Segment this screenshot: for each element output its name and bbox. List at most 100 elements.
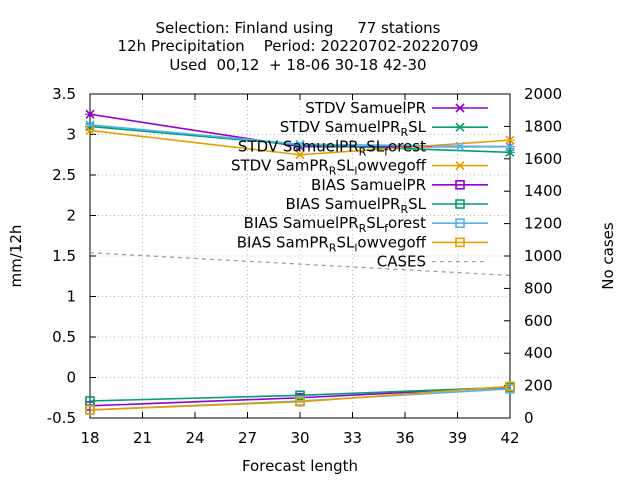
legend-label: STDV SamPRRSLlowvegoff xyxy=(231,157,427,178)
data-point xyxy=(85,405,95,415)
legend-marker xyxy=(455,199,465,209)
series-8 xyxy=(89,252,511,277)
legend-label: BIAS SamuelPR xyxy=(311,176,426,194)
data-point xyxy=(295,150,305,160)
legend-label: BIAS SamPRRSLlowvegoff xyxy=(237,233,427,254)
x-tick-label: 42 xyxy=(500,429,519,447)
series-line xyxy=(89,252,511,277)
y2-tick-label: 2000 xyxy=(524,85,562,103)
y-tick-label: 3 xyxy=(66,126,76,144)
legend-label-part: SL xyxy=(336,157,355,175)
legend-label: STDV SamuelPR xyxy=(305,99,426,117)
legend-label-part: owvegoff xyxy=(357,233,426,251)
legend-label-part: R xyxy=(400,203,408,216)
chart-title-line: Used 00,12 + 18-06 30-18 42-30 xyxy=(169,56,426,74)
legend-item: BIAS SamuelPR xyxy=(311,176,488,194)
legend-label-part: BIAS SamPR xyxy=(237,233,329,251)
y2-tick-label: 1000 xyxy=(524,247,562,265)
x-tick-label: 18 xyxy=(80,429,99,447)
y2-tick-label: 1400 xyxy=(524,182,562,200)
y-tick-label: 3.5 xyxy=(52,85,76,103)
y-tick-label: 2.5 xyxy=(52,166,76,184)
legend-label-part: STDV SamuelPR xyxy=(238,137,359,155)
x-tick-label: 33 xyxy=(343,429,362,447)
legend-item: CASES xyxy=(377,253,488,271)
legend-label-part: R xyxy=(400,126,408,139)
series-3 xyxy=(85,125,515,160)
y-axis-label: mm/12h xyxy=(7,225,25,288)
legend-label-part: BIAS SamuelPR xyxy=(244,214,359,232)
legend-item: BIAS SamuelPRRSL xyxy=(285,195,488,216)
legend-item: STDV SamuelPRRSLforest xyxy=(238,137,488,158)
legend-label-part: SL xyxy=(366,214,385,232)
legend-label-part: SL xyxy=(336,233,355,251)
y2-tick-label: 0 xyxy=(524,409,534,427)
legend-item: STDV SamuelPRRSL xyxy=(280,118,488,139)
y-tick-label: 1 xyxy=(66,288,76,306)
chart-title-line: Selection: Finland using 77 stations xyxy=(156,19,441,37)
x-tick-label: 39 xyxy=(448,429,467,447)
legend-label-part: l xyxy=(354,165,357,178)
y2-tick-label: 800 xyxy=(524,279,553,297)
legend-marker xyxy=(455,141,465,151)
y-tick-label: 0.5 xyxy=(52,328,76,346)
legend-item: STDV SamuelPR xyxy=(305,99,488,117)
legend-label-part: f xyxy=(384,145,389,158)
legend-label-part: STDV SamuelPR xyxy=(305,99,426,117)
legend-marker xyxy=(455,103,465,113)
y-tick-label: -0.5 xyxy=(47,409,76,427)
legend-label-part: R xyxy=(329,165,337,178)
legend-label-part: f xyxy=(384,222,389,235)
y2-tick-label: 1600 xyxy=(524,150,562,168)
legend-label: STDV SamuelPRRSL xyxy=(280,118,427,139)
y-tick-label: 0 xyxy=(66,369,76,387)
legend-marker xyxy=(455,161,465,171)
x-tick-label: 24 xyxy=(185,429,204,447)
series-7 xyxy=(85,381,515,415)
legend-label-part: R xyxy=(359,222,367,235)
data-point xyxy=(85,109,95,119)
x-tick-label: 36 xyxy=(395,429,414,447)
legend-label-part: l xyxy=(354,241,357,254)
data-point xyxy=(505,135,515,145)
legend-label-part: CASES xyxy=(377,253,426,271)
chart-title-line: 12h Precipitation Period: 20220702-20220… xyxy=(118,37,479,55)
legend-label-part: STDV SamPR xyxy=(231,157,329,175)
y2-tick-label: 200 xyxy=(524,377,553,395)
legend-label-part: orest xyxy=(388,137,426,155)
y-tick-label: 1.5 xyxy=(52,247,76,265)
y2-tick-label: 1800 xyxy=(524,117,562,135)
legend-item: STDV SamPRRSLlowvegoff xyxy=(231,157,488,178)
legend-label: BIAS SamuelPRRSLforest xyxy=(244,214,426,235)
y-tick-label: 2 xyxy=(66,207,76,225)
data-point xyxy=(505,142,515,152)
y2-tick-label: 400 xyxy=(524,344,553,362)
y2-tick-label: 600 xyxy=(524,312,553,330)
data-point xyxy=(295,139,305,149)
x-axis-label: Forecast length xyxy=(242,457,358,475)
legend-label-part: BIAS SamuelPR xyxy=(311,176,426,194)
series-line xyxy=(89,386,511,402)
legend-label: BIAS SamuelPRRSL xyxy=(285,195,426,216)
legend-marker xyxy=(455,180,465,190)
data-point xyxy=(85,125,95,136)
legend-label-part: BIAS SamuelPR xyxy=(285,195,400,213)
legend-label-part: R xyxy=(359,145,367,158)
legend-label-part: SL xyxy=(408,195,427,213)
x-tick-label: 27 xyxy=(238,429,257,447)
data-point xyxy=(505,381,515,392)
legend-label-part: STDV SamuelPR xyxy=(280,118,401,136)
data-point xyxy=(295,396,305,407)
legend-marker xyxy=(455,122,465,132)
legend-label-part: orest xyxy=(388,214,426,232)
series-line xyxy=(89,385,511,411)
y2-axis-label: No cases xyxy=(599,222,617,290)
legend-label: STDV SamuelPRRSLforest xyxy=(238,137,426,158)
legend-item: BIAS SamPRRSLlowvegoff xyxy=(237,233,488,254)
x-tick-label: 30 xyxy=(290,429,309,447)
legend-label-part: SL xyxy=(366,137,385,155)
data-point xyxy=(295,390,305,401)
legend-marker xyxy=(455,237,465,248)
